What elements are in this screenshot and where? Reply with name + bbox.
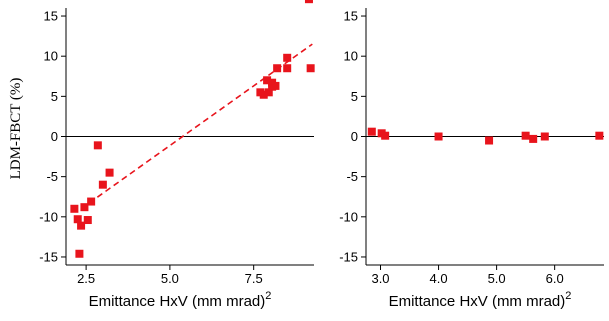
- data-point: [75, 249, 84, 258]
- right-chart-panel: 15 10 5 0 -5 -10 -15 3.0 4.0 5.0 6.0 Emittance HxV …: [339, 8, 604, 310]
- y-tick-label: 5: [51, 89, 58, 104]
- data-point: [73, 215, 82, 224]
- y-tick-label: 10: [44, 49, 58, 64]
- y-tick-label: 15: [344, 9, 358, 24]
- y-tick-label: -15: [39, 249, 58, 264]
- data-point: [434, 132, 443, 141]
- data-point: [540, 132, 549, 141]
- x-tick-label: 4.0: [430, 271, 448, 286]
- y-tick-label: -5: [46, 169, 58, 184]
- fit-line: [80, 43, 313, 210]
- data-point: [80, 203, 89, 212]
- data-point: [98, 180, 107, 189]
- data-point: [70, 204, 79, 213]
- data-point: [263, 76, 272, 85]
- x-tick-label: 7.5: [245, 271, 263, 286]
- x-tick-label: 6.0: [546, 271, 564, 286]
- x-tick-label: 5.0: [161, 271, 179, 286]
- left-chart-panel: 15 10 5 0 -5 -10 -15 2.5 5.0 7.5 Emittance HxV (mm…: [8, 0, 315, 310]
- data-point: [273, 64, 282, 73]
- data-point: [105, 168, 114, 177]
- x-tick-label: 3.0: [371, 271, 389, 286]
- y-tick-label: 5: [351, 89, 358, 104]
- y-tick-label: -15: [339, 249, 358, 264]
- y-tick-label: -10: [339, 209, 358, 224]
- x-tick-label: 2.5: [77, 271, 95, 286]
- data-point: [521, 131, 530, 140]
- data-point: [381, 131, 390, 140]
- data-point: [83, 216, 92, 225]
- data-point: [77, 221, 86, 230]
- data-point: [93, 141, 102, 150]
- data-point: [595, 131, 604, 140]
- y-tick-label: 0: [51, 129, 58, 144]
- data-point: [259, 90, 268, 99]
- data-point: [87, 197, 96, 206]
- data-point: [529, 134, 538, 143]
- data-point: [264, 88, 273, 97]
- data-point: [283, 53, 292, 62]
- y-tick-label: 10: [344, 49, 358, 64]
- x-axis-title: Emittance HxV (mm mrad)2: [389, 290, 572, 310]
- x-axis-title: Emittance HxV (mm mrad)2: [89, 290, 272, 310]
- data-point: [283, 64, 292, 73]
- data-point: [367, 127, 376, 136]
- y-tick-label: -5: [346, 169, 358, 184]
- data-point: [485, 136, 494, 145]
- y-tick-label: -10: [39, 209, 58, 224]
- y-tick-label: 0: [351, 129, 358, 144]
- data-point: [306, 64, 315, 73]
- data-point: [271, 81, 280, 90]
- y-axis-title: LDM-FBCT (%): [8, 78, 24, 180]
- data-point: [304, 0, 313, 4]
- y-tick-label: 15: [44, 9, 58, 24]
- x-tick-label: 5.0: [488, 271, 506, 286]
